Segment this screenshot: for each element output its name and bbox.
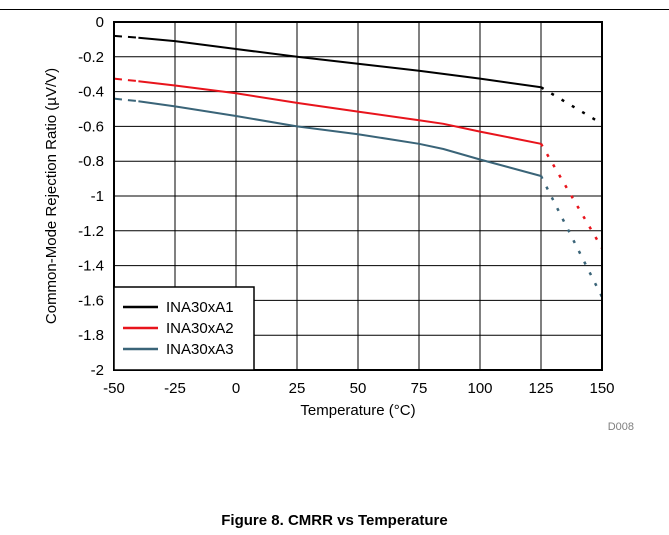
- top-rule: [0, 9, 669, 10]
- legend-label-ina30xa3: INA30xA3: [166, 341, 234, 358]
- figure-caption: Figure 8. CMRR vs Temperature: [221, 512, 448, 529]
- y-tick-label: -0.2: [78, 49, 104, 66]
- y-axis-title: Common-Mode Rejection Ratio (µV/V): [43, 68, 60, 324]
- series-ina30xa1-line: [138, 36, 542, 89]
- legend-label-ina30xa2: INA30xA2: [166, 320, 234, 337]
- x-tick-label: -50: [103, 380, 125, 397]
- y-tick-label: -0.8: [78, 153, 104, 170]
- y-tick-label: -0.6: [78, 118, 104, 135]
- series-ina30xa3-dotted-line: [539, 175, 604, 298]
- figure-code: D008: [608, 421, 634, 433]
- y-tick-label: -1.2: [78, 223, 104, 240]
- series-ina30xa1-dashed-line: [113, 34, 139, 39]
- series-ina30xa3: [113, 97, 604, 298]
- y-tick-label: -1.4: [78, 258, 104, 275]
- plot-frame: [113, 21, 603, 371]
- y-tick-label: -1.8: [78, 327, 104, 344]
- x-tick-label: 50: [350, 380, 367, 397]
- series-ina30xa1: [113, 34, 603, 125]
- x-axis-title: Temperature (°C): [300, 402, 415, 419]
- series-ina30xa2-dashed-line: [113, 77, 139, 83]
- x-tick-label: -25: [164, 380, 186, 397]
- series-ina30xa3-line: [138, 100, 542, 177]
- legend-label-ina30xa1: INA30xA1: [166, 299, 234, 316]
- grid-layer: [114, 22, 602, 370]
- x-tick-label: 25: [289, 380, 306, 397]
- x-tick-label: 75: [411, 380, 428, 397]
- series-ina30xa2: [113, 77, 604, 249]
- series-ina30xa2-dotted-line: [539, 143, 604, 249]
- y-tick-label: -1: [91, 188, 104, 205]
- y-tick-label: -0.4: [78, 84, 104, 101]
- tick-label-layer: -50 -25 0 25 50 75 100 125 150 0 -0.2 -0.4 -0.6 -0.8 -…: [78, 14, 614, 397]
- y-tick-label: -1.6: [78, 292, 104, 309]
- y-tick-label: 0: [96, 14, 104, 31]
- y-tick-label: -2: [91, 362, 104, 379]
- legend: INA30xA1 INA30xA2 INA30xA3: [113, 286, 255, 371]
- x-tick-label: 0: [232, 380, 240, 397]
- x-tick-label: 100: [467, 380, 492, 397]
- series-layer: [113, 34, 604, 298]
- series-ina30xa3-dashed-line: [113, 97, 139, 103]
- series-ina30xa1-dotted-line: [540, 86, 603, 125]
- x-tick-label: 150: [589, 380, 614, 397]
- x-tick-label: 125: [528, 380, 553, 397]
- series-ina30xa2-line: [138, 80, 542, 145]
